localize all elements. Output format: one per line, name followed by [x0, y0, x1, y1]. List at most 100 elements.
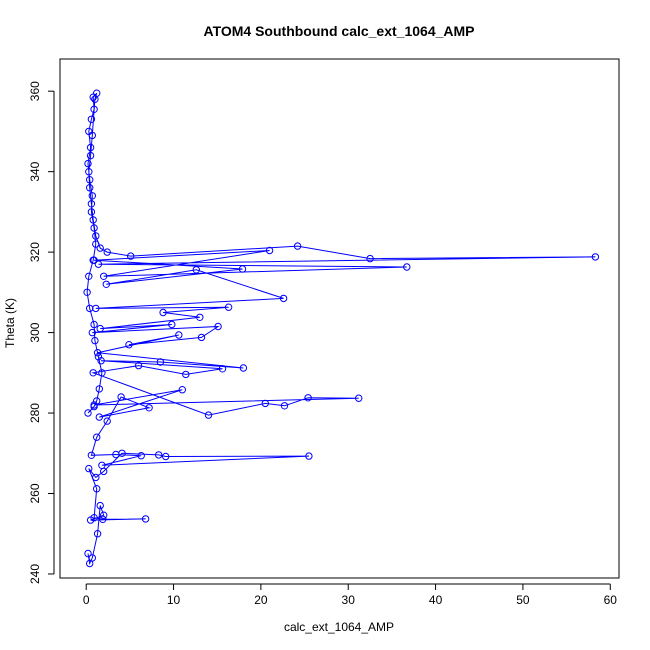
data-point — [98, 369, 106, 377]
data-point — [224, 303, 233, 311]
data-point — [293, 242, 302, 250]
data-point — [162, 452, 170, 461]
data-point — [239, 364, 248, 372]
data-point — [85, 464, 93, 473]
data-point — [238, 265, 247, 273]
data-point — [366, 254, 374, 263]
data-point — [93, 397, 101, 405]
data-point — [95, 413, 104, 421]
chart-title: ATOM4 Southbound calc_ext_1064_AMP — [204, 23, 475, 39]
data-point — [591, 253, 600, 261]
data-point — [91, 95, 99, 103]
data-point — [155, 451, 163, 459]
data-point — [117, 393, 125, 401]
series-layer — [83, 89, 600, 568]
data-point — [84, 409, 92, 417]
x-tick-label: 0 — [83, 593, 90, 607]
data-point — [100, 511, 108, 519]
data-point — [95, 385, 104, 393]
data-point — [355, 394, 363, 402]
y-tick-label: 300 — [28, 322, 42, 342]
data-point — [204, 411, 213, 419]
data-point — [89, 216, 97, 224]
data-point — [87, 208, 96, 216]
data-point — [87, 451, 96, 459]
data-point — [92, 473, 100, 482]
data-point — [93, 433, 101, 441]
data-point — [86, 143, 95, 152]
data-point — [96, 501, 104, 510]
x-axis-label: calc_ext_1064_AMP — [284, 620, 394, 634]
data-point — [280, 402, 289, 410]
y-tick-label: 320 — [28, 242, 42, 262]
data-point — [90, 256, 98, 264]
data-point — [196, 313, 204, 321]
data-point — [265, 246, 274, 255]
data-point — [86, 516, 95, 524]
data-point — [103, 417, 111, 425]
y-tick-label: 260 — [28, 483, 42, 503]
data-point — [97, 357, 105, 365]
data-point — [92, 240, 100, 248]
data-point — [94, 260, 103, 268]
data-point — [92, 232, 100, 240]
data-point — [96, 244, 104, 252]
data-point — [87, 115, 96, 124]
data-point — [88, 131, 97, 140]
data-point — [261, 399, 269, 408]
data-point — [159, 308, 167, 317]
y-tick-label: 240 — [28, 564, 42, 584]
plot-frame — [59, 58, 620, 579]
x-tick-label: 60 — [604, 593, 618, 607]
data-point — [90, 401, 98, 409]
data-point — [175, 331, 183, 339]
data-point — [182, 370, 190, 379]
data-point — [99, 515, 107, 523]
data-point — [84, 549, 92, 558]
data-point — [279, 294, 288, 303]
data-point — [90, 105, 98, 114]
y-axis-label: Theta (K) — [3, 298, 17, 348]
data-point — [93, 349, 102, 357]
data-point — [214, 322, 222, 331]
series-line — [86, 92, 596, 566]
data-point — [86, 176, 94, 184]
data-point — [218, 365, 227, 373]
data-point — [134, 361, 143, 370]
data-point — [156, 358, 165, 366]
x-tick-label: 30 — [342, 593, 356, 607]
data-point — [92, 304, 100, 313]
data-point — [192, 266, 201, 274]
x-tick-label: 40 — [429, 593, 443, 607]
data-point — [178, 386, 187, 394]
data-point — [86, 559, 94, 568]
data-point — [137, 452, 145, 460]
data-point — [89, 369, 97, 377]
x-tick-label: 20 — [254, 593, 268, 607]
data-point — [86, 184, 94, 192]
data-point — [305, 452, 313, 460]
data-point — [403, 263, 411, 271]
data-point — [197, 333, 206, 342]
data-point — [125, 341, 133, 349]
x-axis: 0 10 20 30 40 50 60 — [83, 583, 618, 607]
data-point — [168, 320, 176, 329]
data-point — [90, 224, 98, 232]
data-point — [145, 404, 153, 412]
data-point — [88, 328, 97, 337]
y-tick-label: 360 — [28, 81, 42, 101]
data-point — [83, 288, 91, 296]
data-point — [86, 151, 95, 160]
data-point — [85, 272, 93, 280]
data-point — [100, 467, 108, 476]
data-point — [118, 449, 126, 457]
x-tick-label: 10 — [167, 593, 181, 607]
data-point — [87, 200, 96, 208]
data-point — [141, 515, 150, 523]
y-axis: 240 260 280 300 320 340 360 — [28, 81, 55, 584]
data-point — [100, 272, 108, 280]
data-point — [96, 324, 104, 333]
